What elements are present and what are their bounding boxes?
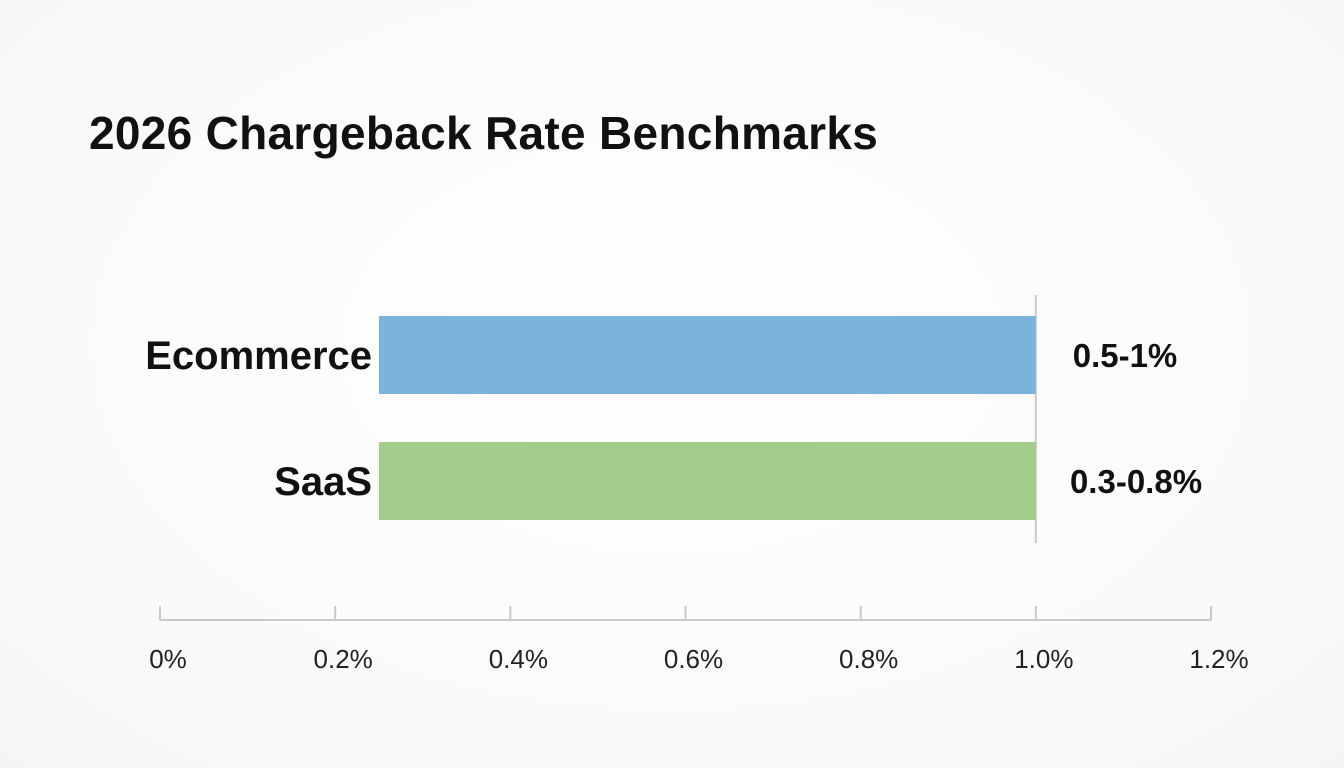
bar-ecommerce: [378, 316, 1036, 394]
value-label: 0.5-1%: [1073, 337, 1178, 374]
bar-saas: [378, 442, 1036, 520]
x-tick-label: 0.6%: [664, 644, 723, 674]
chart-title: 2026 Chargeback Rate Benchmarks: [89, 107, 879, 159]
x-tick-label: 0.4%: [489, 644, 548, 674]
category-label: Ecommerce: [145, 334, 372, 378]
x-tick-label: 0.8%: [839, 644, 898, 674]
category-label: SaaS: [274, 460, 372, 504]
x-tick-label: 0.2%: [314, 644, 373, 674]
x-tick-label: 1.2%: [1189, 644, 1248, 674]
x-tick-label: 1.0%: [1014, 644, 1073, 674]
value-label: 0.3-0.8%: [1070, 463, 1202, 500]
x-tick-label: 0%: [149, 644, 187, 674]
